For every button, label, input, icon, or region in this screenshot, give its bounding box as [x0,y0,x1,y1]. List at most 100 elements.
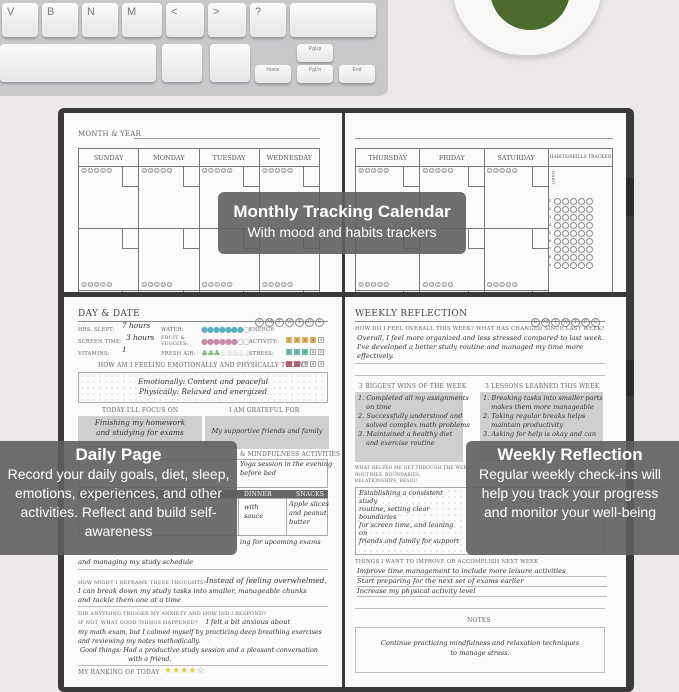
trigger-text[interactable]: with a friend. [128,655,172,663]
weekly-answer[interactable]: effectively. [357,352,394,360]
weekday-circle[interactable]: S [315,318,324,327]
hrs-slept-value[interactable]: 7 hours [122,321,151,330]
fruit-icon[interactable]: ○ [236,337,244,346]
habit-checkbox-circle[interactable] [561,253,569,261]
habit-checkbox-circle[interactable] [577,205,585,213]
leaf-icon[interactable]: ♧ [219,349,227,358]
weekday-circle[interactable]: W [561,318,570,327]
water-drops[interactable]: ●●●●●●●○ [201,325,250,334]
mood-tracker[interactable]: ☺☺☺☺☺ [358,167,390,175]
habit-checkbox-circle[interactable] [553,205,561,213]
habit-checkbox-circle[interactable] [577,253,585,261]
trigger-text[interactable]: Good things: Had a productive study sess… [80,646,318,654]
notes-box[interactable]: Continue practicing mindfulness and rela… [355,627,605,673]
weekday-circle[interactable]: T [295,318,304,327]
habit-checkbox-circle[interactable] [561,237,569,245]
mood-tracker[interactable]: ☺☺☺☺☺ [358,281,390,289]
habit-checkbox-circle[interactable] [553,213,561,221]
trigger-text[interactable]: and reviewing my notes methodically. [78,637,201,645]
calendar-day-cell[interactable]: ☺☺☺☺☺ [138,166,200,229]
habit-checkbox-circle[interactable] [569,205,577,213]
habit-checkbox-circle[interactable] [569,237,577,245]
habit-checkbox-circle[interactable] [553,229,561,237]
fruit-icon[interactable]: ● [206,337,214,346]
habit-checkbox-circle[interactable] [569,261,577,269]
habit-row[interactable]: 4 [549,221,612,229]
habit-checkbox-circle[interactable] [553,197,561,205]
screen-time-value[interactable]: 3 hours [126,333,155,342]
water-drop-icon[interactable]: ● [212,325,220,334]
reframe-text[interactable]: and tackle them one at a time [78,596,181,604]
star-filled-icon[interactable]: ★ [188,666,197,676]
leaf-icon[interactable]: ♣ [201,349,208,358]
fruit-icon[interactable]: ○ [242,337,250,346]
habit-checkbox-circle[interactable] [569,245,577,253]
weekday-circle[interactable]: M [541,318,550,327]
weekday-circle[interactable]: F [305,318,314,327]
habit-checkbox-circle[interactable] [585,221,593,229]
leaf-icon[interactable]: ♧ [244,349,251,358]
habit-checkbox-circle[interactable] [561,197,569,205]
ranking-stars[interactable]: ★★★★☆ [164,666,204,677]
weekday-circle[interactable]: W [285,318,294,327]
water-drop-icon[interactable]: ● [236,325,244,334]
habit-checkbox-circle[interactable] [577,213,585,221]
habit-checkbox-circle[interactable] [553,261,561,269]
habit-checkbox-circle[interactable] [553,245,561,253]
weekly-answer[interactable]: Overall, I feel more organized and less … [357,334,605,342]
activity-level-4[interactable]: 4 [310,349,316,355]
weekday-circle[interactable]: S [591,318,600,327]
vitamins-value[interactable]: 1 [122,345,127,354]
leaf-icon[interactable]: ♧ [238,349,245,358]
fresh-air-icons[interactable]: ♣♣♣♧♧♧♧♧ [201,349,251,358]
water-drop-icon[interactable]: ○ [242,325,250,334]
mood-tracker[interactable]: ☺☺☺☺☺ [81,281,113,289]
stress-level-2[interactable]: 2 [294,361,300,367]
weekday-circle[interactable]: T [571,318,580,327]
weekday-circle[interactable]: S [531,318,540,327]
habit-checkbox-circle[interactable] [577,261,585,269]
star-empty-icon[interactable]: ☆ [196,666,205,676]
habit-checkbox-circle[interactable] [577,245,585,253]
mood-tracker[interactable]: ☺☺☺☺☺ [81,167,113,175]
weekday-circle[interactable]: T [551,318,560,327]
mood-tracker[interactable]: ☺☺☺☺☺ [486,281,518,289]
habit-checkbox-circle[interactable] [585,261,593,269]
habit-checkbox-circle[interactable] [561,245,569,253]
habit-checkbox-circle[interactable] [585,213,593,221]
mood-tracker[interactable]: ☺☺☺☺☺ [422,167,454,175]
habit-checkbox-circle[interactable] [561,221,569,229]
reframe-text[interactable]: Instead of feeling overwhelmed, [206,576,327,585]
habit-tracker-grid[interactable]: HABIT 1 2 3 4 5 6 7 8 9 [547,166,614,300]
habit-checkbox-circle[interactable] [561,213,569,221]
mood-tracker[interactable]: ☺☺☺☺☺ [201,167,233,175]
mood-tracker[interactable]: ☺☺☺☺☺ [422,281,454,289]
habit-row[interactable]: 5 [549,229,612,237]
mood-tracker[interactable]: ☺☺☺☺☺ [141,281,173,289]
fruit-icon[interactable]: ● [201,337,208,346]
habit-row[interactable]: 2 [549,205,612,213]
mood-tracker[interactable]: ☺☺☺☺☺ [201,281,233,289]
leaf-icon[interactable]: ♣ [213,349,220,358]
stress-level-5[interactable]: 5 [318,361,324,367]
energy-level-1[interactable]: 1 [286,337,292,343]
habit-checkbox-circle[interactable] [577,221,585,229]
habit-checkbox-circle[interactable] [569,253,577,261]
habit-row[interactable]: 1 [549,197,612,205]
habit-checkbox-circle[interactable] [577,197,585,205]
habit-checkbox-circle[interactable] [569,197,577,205]
activity-level-2[interactable]: 2 [294,349,300,355]
energy-level-3[interactable]: 3 [302,337,308,343]
activity-level-5[interactable]: 5 [318,349,324,355]
habit-checkbox-circle[interactable] [553,253,561,261]
energy-level-5[interactable]: 5 [318,337,324,343]
weekly-answer[interactable]: I've developed a better study routine an… [357,343,584,351]
water-drop-icon[interactable]: ● [218,325,226,334]
habit-checkbox-circle[interactable] [569,213,577,221]
habit-row[interactable]: 3 [549,213,612,221]
mood-tracker[interactable]: ☺☺☺☺☺ [261,167,294,175]
activity-level-3[interactable]: 3 [302,349,308,355]
